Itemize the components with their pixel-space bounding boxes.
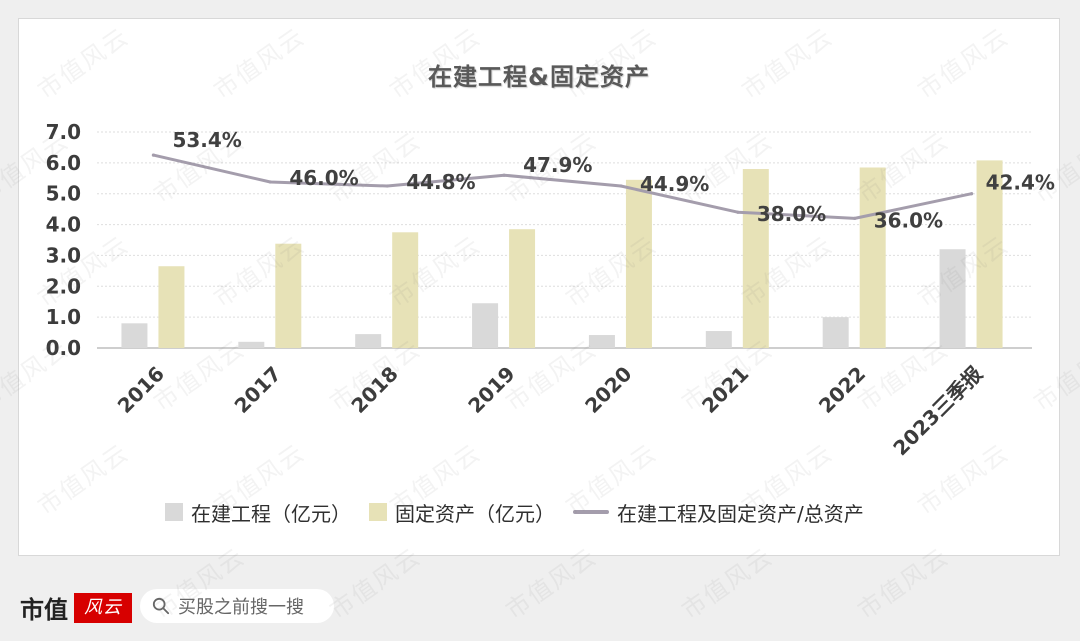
search-pill[interactable]: 买股之前搜一搜 bbox=[140, 589, 334, 623]
construction-bar bbox=[822, 317, 849, 348]
chart-title: 在建工程&固定资产 bbox=[428, 63, 650, 91]
ratio-data-label: 46.0% bbox=[289, 166, 358, 190]
label-layer: 53.4% 46.0% 44.8% 47.9% 44.9% 38.0% 36.0% 42.4% bbox=[172, 128, 1055, 232]
construction-bar bbox=[238, 341, 265, 348]
brand-logo: 市值 风云 bbox=[20, 590, 132, 625]
fixed-assets-bar bbox=[158, 266, 185, 348]
bars-layer bbox=[121, 160, 1003, 348]
construction-bar bbox=[939, 249, 966, 348]
x-tick-label: 2017 bbox=[230, 362, 286, 418]
ratio-line bbox=[151, 153, 974, 220]
ratio-data-label: 44.8% bbox=[406, 170, 475, 194]
brand-text: 市值 bbox=[20, 595, 68, 624]
x-axis-layer: 2016 2017 2018 2019 2020 2021 2022 2023三季报 bbox=[113, 362, 987, 461]
y-tick-label: 2.0 bbox=[46, 274, 81, 298]
legend-item-ratio: 在建工程及固定资产/总资产 bbox=[573, 498, 864, 527]
x-tick-label: 2020 bbox=[580, 362, 636, 418]
legend-label-ratio: 在建工程及固定资产/总资产 bbox=[617, 501, 864, 526]
ratio-point bbox=[502, 173, 506, 177]
fixed-assets-bar bbox=[392, 232, 419, 348]
legend-item-construction: 在建工程（亿元） bbox=[165, 498, 351, 527]
ratio-point bbox=[268, 180, 272, 184]
construction-bar bbox=[705, 331, 732, 348]
ratio-point bbox=[853, 216, 857, 220]
x-tick-label: 2018 bbox=[346, 362, 402, 418]
ratio-point bbox=[385, 184, 389, 188]
legend-label-construction: 在建工程（亿元） bbox=[191, 501, 351, 526]
ratio-data-label: 44.9% bbox=[640, 172, 709, 196]
brand-mark: 风云 bbox=[74, 592, 132, 623]
legend-label-fixed-assets: 固定资产（亿元） bbox=[395, 501, 555, 526]
x-tick-label: 2022 bbox=[814, 362, 870, 418]
legend-swatch-fixed-assets bbox=[369, 503, 387, 521]
search-icon bbox=[152, 597, 170, 615]
ratio-point bbox=[969, 192, 974, 196]
y-tick-label: 5.0 bbox=[46, 182, 81, 206]
ratio-data-label: 53.4% bbox=[172, 128, 241, 152]
fixed-assets-bar bbox=[742, 169, 769, 348]
y-tick-label: 1.0 bbox=[46, 305, 81, 329]
ratio-data-label: 38.0% bbox=[757, 202, 826, 226]
chart-card: 在建工程&固定资产 0.0 1.0 2.0 3.0 4.0 5.0 6.0 7.0 53.4%… bbox=[18, 18, 1060, 556]
y-axis-layer: 0.0 1.0 2.0 3.0 4.0 5.0 6.0 7.0 bbox=[46, 120, 81, 360]
ratio-data-label: 42.4% bbox=[986, 171, 1055, 195]
ratio-data-label: 36.0% bbox=[874, 208, 943, 232]
chart-legend: 在建工程（亿元） 固定资产（亿元） 在建工程及固定资产/总资产 bbox=[165, 498, 864, 527]
x-tick-label: 2016 bbox=[113, 362, 169, 418]
ratio-point bbox=[151, 153, 156, 157]
fixed-assets-bar bbox=[859, 167, 886, 348]
legend-line-ratio bbox=[573, 510, 609, 514]
construction-bar bbox=[355, 334, 382, 348]
construction-bar bbox=[472, 303, 499, 348]
chart-svg: 0.0 1.0 2.0 3.0 4.0 5.0 6.0 7.0 53.4% 46.0% 44.8%… bbox=[46, 120, 1055, 461]
ratio-data-label: 47.9% bbox=[523, 153, 592, 177]
y-tick-label: 4.0 bbox=[46, 213, 81, 237]
footer: 市值 风云 买股之前搜一搜 bbox=[0, 572, 1080, 641]
legend-swatch-construction bbox=[165, 503, 183, 521]
construction-bar bbox=[121, 323, 148, 348]
fixed-assets-bar bbox=[275, 243, 302, 348]
x-tick-label: 2021 bbox=[697, 362, 753, 418]
y-tick-label: 3.0 bbox=[46, 243, 81, 267]
construction-bar bbox=[588, 335, 615, 348]
fixed-assets-bar bbox=[976, 160, 1003, 348]
line-layer bbox=[151, 153, 974, 220]
legend-item-fixed-assets: 固定资产（亿元） bbox=[369, 498, 555, 527]
fixed-assets-bar bbox=[509, 229, 536, 348]
ratio-point bbox=[736, 210, 740, 214]
fixed-assets-bar bbox=[625, 179, 652, 348]
ratio-point bbox=[619, 184, 623, 188]
search-placeholder: 买股之前搜一搜 bbox=[178, 597, 304, 618]
y-tick-label: 0.0 bbox=[46, 336, 81, 360]
x-tick-label: 2019 bbox=[463, 362, 519, 418]
y-tick-label: 6.0 bbox=[46, 151, 81, 175]
x-tick-label: 2023三季报 bbox=[888, 362, 987, 461]
y-tick-label: 7.0 bbox=[46, 120, 81, 144]
